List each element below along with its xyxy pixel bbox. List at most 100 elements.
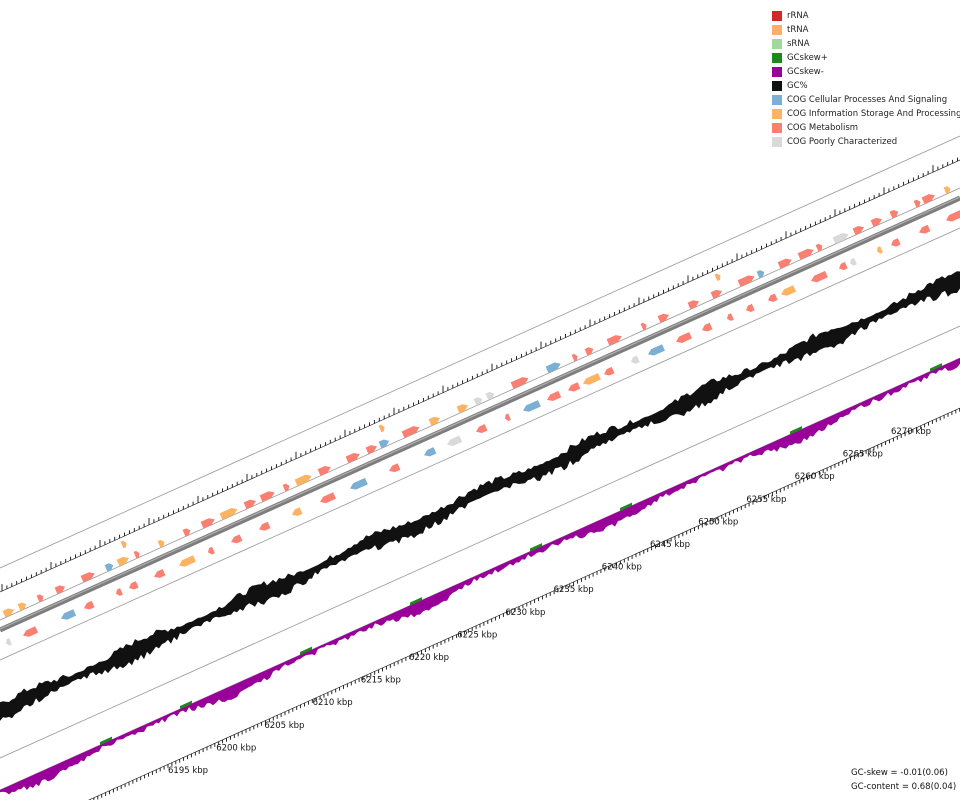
- gc-skew-positive-segment: [410, 597, 422, 606]
- reverse-gene-arrow: [676, 332, 693, 343]
- forward-gene-arrow: [473, 397, 483, 406]
- legend-swatch: [772, 95, 782, 105]
- forward-gene-arrow: [182, 528, 191, 537]
- reverse-gene-arrow: [547, 390, 562, 401]
- forward-gene-arrow: [401, 426, 420, 438]
- reverse-gene-arrow: [154, 568, 166, 578]
- legend-item: rRNA: [772, 9, 960, 23]
- gc-skew-positive-segment: [180, 700, 192, 709]
- reverse-gene-arrow: [208, 546, 215, 555]
- reverse-gene-arrow: [179, 555, 196, 567]
- forward-gene-arrow: [157, 539, 165, 548]
- reverse-gene-arrow: [389, 463, 401, 473]
- legend-item: sRNA: [772, 37, 960, 51]
- forward-gene-arrow: [116, 556, 129, 567]
- legend-label: tRNA: [787, 25, 809, 35]
- forward-gene-arrow: [200, 518, 215, 529]
- gc-skew-positive-segment: [300, 646, 312, 655]
- forward-gene-arrow: [456, 404, 469, 414]
- legend-item: COG Information Storage And Processing: [772, 107, 960, 121]
- legend-label: GC%: [787, 81, 808, 91]
- kbp-label: 6265 kbp: [843, 450, 883, 460]
- gc-content-stat: GC-content = 0.68(0.04): [851, 782, 957, 792]
- reverse-gene-arrow: [424, 447, 437, 457]
- reverse-gene-arrow: [839, 261, 848, 271]
- forward-gene-arrow: [657, 313, 670, 323]
- legend-label: rRNA: [787, 11, 809, 21]
- trna-marker: [120, 540, 127, 549]
- gc-content-area: [0, 271, 960, 721]
- reverse-gene-arrow: [447, 435, 463, 446]
- reverse-gene-arrow: [116, 588, 123, 596]
- legend-swatch: [772, 11, 782, 21]
- forward-gene-arrow: [17, 602, 27, 611]
- gc-skew-positive-segment: [620, 502, 632, 511]
- forward-gene-arrow: [606, 335, 622, 346]
- forward-strand-genes: [2, 186, 951, 618]
- kbp-label: 6255 kbp: [746, 495, 786, 505]
- gc-content-track: [0, 271, 960, 721]
- reverse-gene-arrow: [350, 477, 368, 490]
- legend-label: COG Cellular Processes And Signaling: [787, 95, 948, 105]
- legend: rRNA tRNA sRNA GCskew+ GCskew- GC% COG Cellula…: [772, 9, 960, 149]
- forward-gene-arrow: [485, 391, 495, 401]
- reverse-gene-arrow: [781, 285, 797, 296]
- forward-gene-arrow: [832, 232, 849, 244]
- kbp-label: 6250 kbp: [698, 517, 738, 527]
- inner-ruler-line: [88, 407, 960, 800]
- reverse-gene-arrow: [568, 382, 581, 392]
- forward-gene-arrow: [815, 243, 823, 252]
- legend-item: COG Poorly Characterized: [772, 135, 960, 149]
- track-guide-line: [0, 187, 960, 621]
- forward-gene-arrow: [259, 491, 275, 502]
- forward-gene-arrow: [640, 322, 647, 331]
- backbone-highlight: [0, 196, 960, 630]
- kbp-label: 6210 kbp: [313, 698, 353, 708]
- reverse-gene-arrow: [583, 373, 601, 385]
- forward-gene-arrow: [80, 572, 95, 583]
- reverse-gene-arrow: [61, 609, 77, 620]
- forward-gene-arrow: [282, 483, 290, 492]
- forward-gene-arrow: [545, 362, 561, 374]
- kbp-label: 6260 kbp: [795, 472, 835, 482]
- forward-gene-arrow: [943, 186, 951, 194]
- reverse-gene-arrow: [746, 303, 755, 313]
- legend-item: tRNA: [772, 23, 960, 37]
- legend-swatch: [772, 137, 782, 147]
- gc-skew-positive-segment: [930, 363, 942, 372]
- reverse-gene-arrow: [523, 400, 541, 412]
- forward-gene-arrow: [365, 445, 378, 455]
- reverse-gene-arrow: [648, 344, 665, 356]
- reverse-gene-arrow: [84, 600, 95, 610]
- forward-gene-arrow: [756, 270, 765, 279]
- gc-skew-stat: GC-skew = -0.01(0.06): [851, 768, 948, 778]
- legend-item: GC%: [772, 79, 960, 93]
- forward-gene-arrow: [294, 474, 312, 486]
- kbp-label: 6225 kbp: [457, 630, 497, 640]
- track-guide-line: [0, 135, 960, 569]
- reverse-gene-arrow: [727, 313, 734, 321]
- forward-gene-arrow: [852, 226, 865, 235]
- reverse-gene-arrow: [702, 322, 713, 332]
- forward-gene-arrow: [584, 347, 594, 356]
- reverse-gene-arrow: [891, 238, 901, 247]
- forward-gene-arrow: [870, 217, 883, 227]
- forward-gene-arrow: [133, 550, 140, 559]
- forward-gene-arrow: [797, 248, 814, 260]
- kbp-label: 6240 kbp: [602, 563, 642, 573]
- kbp-label: 6215 kbp: [361, 676, 401, 686]
- reverse-gene-arrow: [946, 210, 960, 222]
- legend-label: sRNA: [787, 39, 810, 49]
- legend-swatch: [772, 109, 782, 119]
- reverse-gene-arrow: [23, 626, 39, 637]
- legend-swatch: [772, 53, 782, 63]
- legend-item: COG Metabolism: [772, 121, 960, 135]
- forward-gene-arrow: [2, 608, 15, 618]
- trna-marker: [378, 424, 385, 433]
- legend-swatch: [772, 81, 782, 91]
- gc-skew-negative-area: [0, 358, 960, 795]
- kbp-label: 6230 kbp: [505, 608, 545, 618]
- forward-gene-arrow: [219, 508, 238, 520]
- kbp-label: 6195 kbp: [168, 766, 208, 776]
- legend-swatch: [772, 39, 782, 49]
